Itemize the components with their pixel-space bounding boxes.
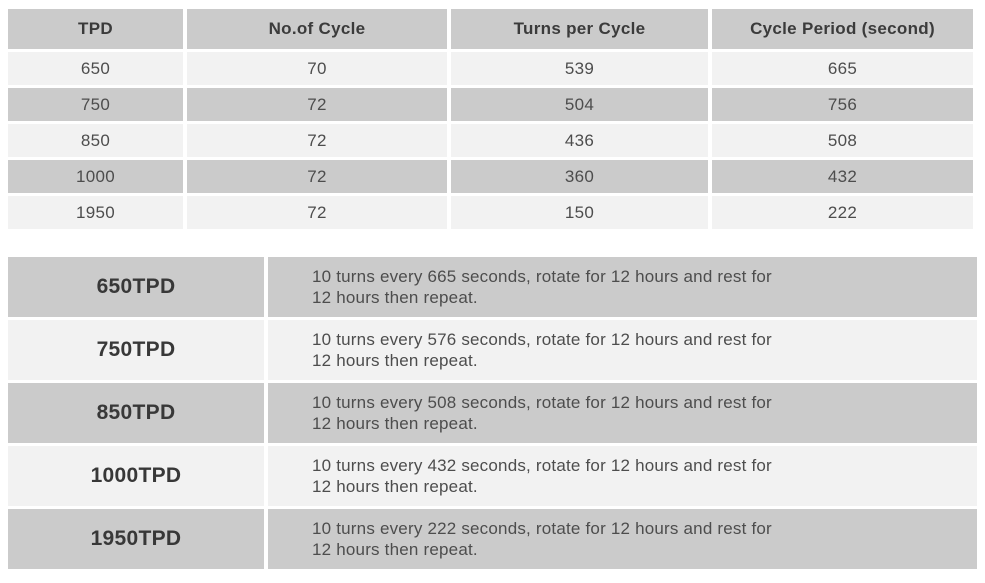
cycle-table-cell: 432: [712, 160, 973, 193]
schedule-row-label: 1950TPD: [8, 509, 264, 569]
cycle-table-cell: 650: [8, 52, 183, 85]
schedule-description-line: 12 hours then repeat.: [312, 351, 478, 370]
cycle-table-cell: 665: [712, 52, 973, 85]
schedule-row-description: 10 turns every 508 seconds, rotate for 1…: [268, 383, 977, 443]
schedule-row-description: 10 turns every 432 seconds, rotate for 1…: [268, 446, 977, 506]
schedule-row-description: 10 turns every 222 seconds, rotate for 1…: [268, 509, 977, 569]
table-row: 650 70 539 665: [8, 52, 977, 85]
cycle-table-header-no-of-cycle: No.of Cycle: [187, 9, 447, 49]
table-row: 1000 72 360 432: [8, 160, 977, 193]
table-row: 1950TPD 10 turns every 222 seconds, rota…: [8, 509, 977, 569]
cycle-table-cell: 72: [187, 160, 447, 193]
cycle-table-cell: 222: [712, 196, 973, 229]
table-row: 750TPD 10 turns every 576 seconds, rotat…: [8, 320, 977, 380]
table-row: 750 72 504 756: [8, 88, 977, 121]
schedule-description-line: 12 hours then repeat.: [312, 477, 478, 496]
schedule-row-label: 750TPD: [8, 320, 264, 380]
table-row: 850TPD 10 turns every 508 seconds, rotat…: [8, 383, 977, 443]
cycle-table-cell: 436: [451, 124, 708, 157]
schedule-description-line: 10 turns every 665 seconds, rotate for 1…: [312, 267, 772, 286]
table-row: 1000TPD 10 turns every 432 seconds, rota…: [8, 446, 977, 506]
schedule-row-label: 1000TPD: [8, 446, 264, 506]
table-row: 650TPD 10 turns every 665 seconds, rotat…: [8, 257, 977, 317]
schedule-row-label: 850TPD: [8, 383, 264, 443]
cycle-table-cell: 360: [451, 160, 708, 193]
schedule-description-line: 10 turns every 432 seconds, rotate for 1…: [312, 456, 772, 475]
cycle-table-cell: 750: [8, 88, 183, 121]
schedule-description-line: 12 hours then repeat.: [312, 414, 478, 433]
cycle-table-cell: 504: [451, 88, 708, 121]
cycle-table-header-turns-per-cycle: Turns per Cycle: [451, 9, 708, 49]
cycle-table-header-row: TPD No.of Cycle Turns per Cycle Cycle Pe…: [8, 9, 977, 49]
cycle-table-cell: 150: [451, 196, 708, 229]
cycle-table-cell: 850: [8, 124, 183, 157]
schedule-row-description: 10 turns every 665 seconds, rotate for 1…: [268, 257, 977, 317]
cycle-table-cell: 508: [712, 124, 973, 157]
cycle-table-header-cycle-period: Cycle Period (second): [712, 9, 973, 49]
cycle-table-cell: 72: [187, 124, 447, 157]
cycle-table-cell: 1000: [8, 160, 183, 193]
schedule-description-line: 10 turns every 576 seconds, rotate for 1…: [312, 330, 772, 349]
schedule-row-description: 10 turns every 576 seconds, rotate for 1…: [268, 320, 977, 380]
schedule-description-line: 12 hours then repeat.: [312, 540, 478, 559]
cycle-table-cell: 72: [187, 196, 447, 229]
schedule-description-line: 10 turns every 222 seconds, rotate for 1…: [312, 519, 772, 538]
schedule-table: 650TPD 10 turns every 665 seconds, rotat…: [8, 257, 977, 569]
schedule-row-label: 650TPD: [8, 257, 264, 317]
cycle-table-cell: 756: [712, 88, 973, 121]
cycle-table-cell: 1950: [8, 196, 183, 229]
schedule-description-line: 12 hours then repeat.: [312, 288, 478, 307]
cycle-table-cell: 72: [187, 88, 447, 121]
table-row: 850 72 436 508: [8, 124, 977, 157]
schedule-description-line: 10 turns every 508 seconds, rotate for 1…: [312, 393, 772, 412]
cycle-table-cell: 70: [187, 52, 447, 85]
cycle-table-header-tpd: TPD: [8, 9, 183, 49]
table-row: 1950 72 150 222: [8, 196, 977, 229]
cycle-table: TPD No.of Cycle Turns per Cycle Cycle Pe…: [8, 9, 977, 229]
cycle-table-cell: 539: [451, 52, 708, 85]
